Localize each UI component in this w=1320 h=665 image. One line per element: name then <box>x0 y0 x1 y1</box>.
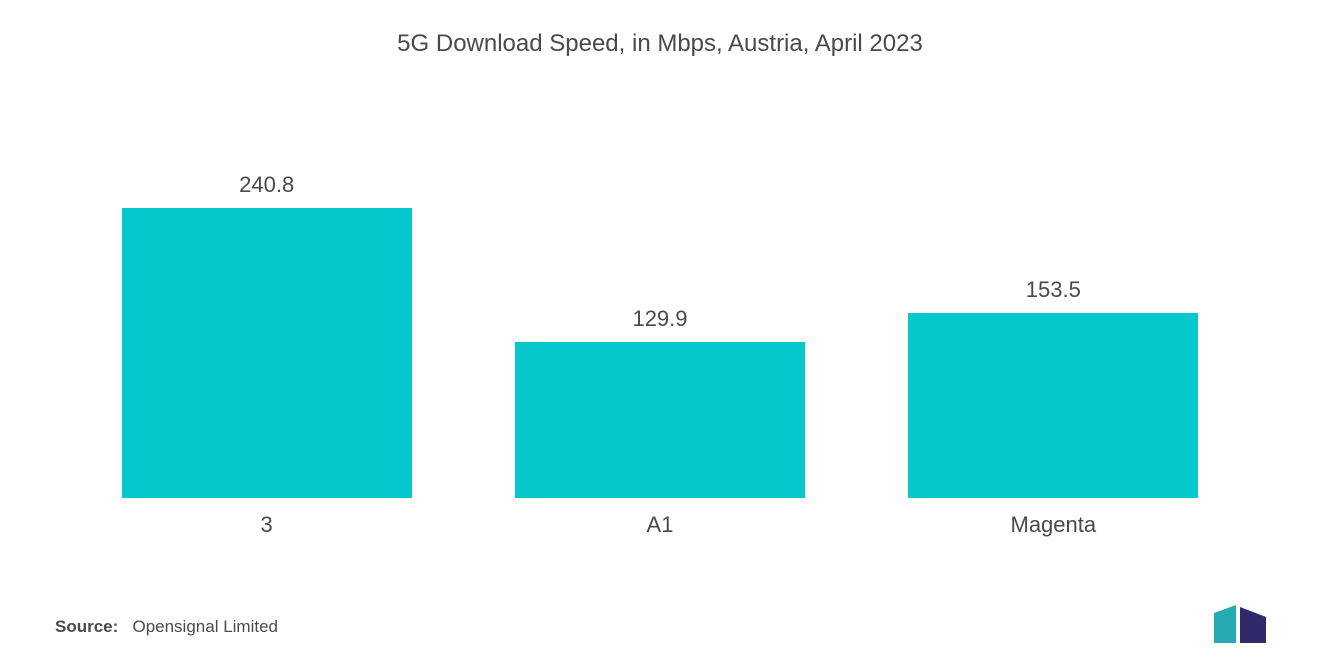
bar-label-1: A1 <box>647 512 674 538</box>
bar-value-1: 129.9 <box>632 306 687 332</box>
bar-1 <box>515 342 805 498</box>
source-prefix: Source: <box>55 617 118 636</box>
source-name: Opensignal Limited <box>132 617 278 636</box>
bar-group-1: 129.9 A1 <box>483 306 837 538</box>
bar-2 <box>908 313 1198 498</box>
chart-title: 5G Download Speed, in Mbps, Austria, Apr… <box>50 30 1270 58</box>
source-line: Source: Opensignal Limited <box>55 617 278 637</box>
bar-label-2: Magenta <box>1011 512 1097 538</box>
bar-group-0: 240.8 3 <box>90 172 444 538</box>
plot-area: 240.8 3 129.9 A1 153.5 Magenta <box>50 108 1270 538</box>
bar-group-2: 153.5 Magenta <box>876 277 1230 538</box>
brand-logo-icon <box>1214 605 1270 643</box>
bar-value-2: 153.5 <box>1026 277 1081 303</box>
bar-0 <box>122 208 412 498</box>
bar-label-0: 3 <box>261 512 273 538</box>
bar-value-0: 240.8 <box>239 172 294 198</box>
chart-container: 5G Download Speed, in Mbps, Austria, Apr… <box>0 0 1320 665</box>
